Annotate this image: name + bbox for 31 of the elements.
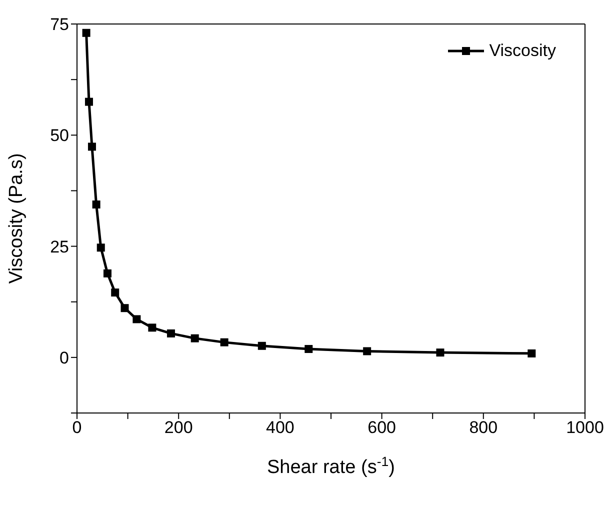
legend-label: Viscosity: [489, 41, 556, 61]
point: [96, 244, 105, 252]
point: [220, 338, 228, 346]
point: [528, 349, 536, 358]
point: [258, 342, 266, 350]
point: [190, 334, 199, 342]
point: [111, 288, 120, 297]
point: [82, 28, 90, 37]
y-axis-title: Viscosity (Pa.s): [6, 153, 27, 284]
point: [166, 329, 175, 338]
x-tick-label: 600: [368, 418, 396, 438]
point: [92, 200, 100, 208]
x-tick-label: 0: [72, 418, 82, 438]
x-tick-label: 1000: [566, 418, 604, 438]
point: [103, 269, 112, 278]
point: [436, 348, 444, 357]
y-tick-label: 25: [50, 237, 69, 256]
point: [120, 304, 129, 312]
y-tick-label: 75: [50, 15, 69, 34]
point: [304, 344, 313, 353]
x-tick-label: 800: [469, 418, 498, 438]
y-tick-label: 50: [50, 126, 69, 146]
y-tick-label: 0: [60, 348, 69, 368]
point: [84, 98, 93, 106]
point: [88, 142, 96, 151]
x-tick-label: 400: [266, 418, 294, 438]
point: [148, 324, 156, 332]
point: [363, 347, 372, 356]
point: [132, 315, 141, 324]
x-axis-title: Shear rate (s$^{-1}$): [267, 454, 395, 478]
x-tick-label: 200: [164, 418, 193, 438]
